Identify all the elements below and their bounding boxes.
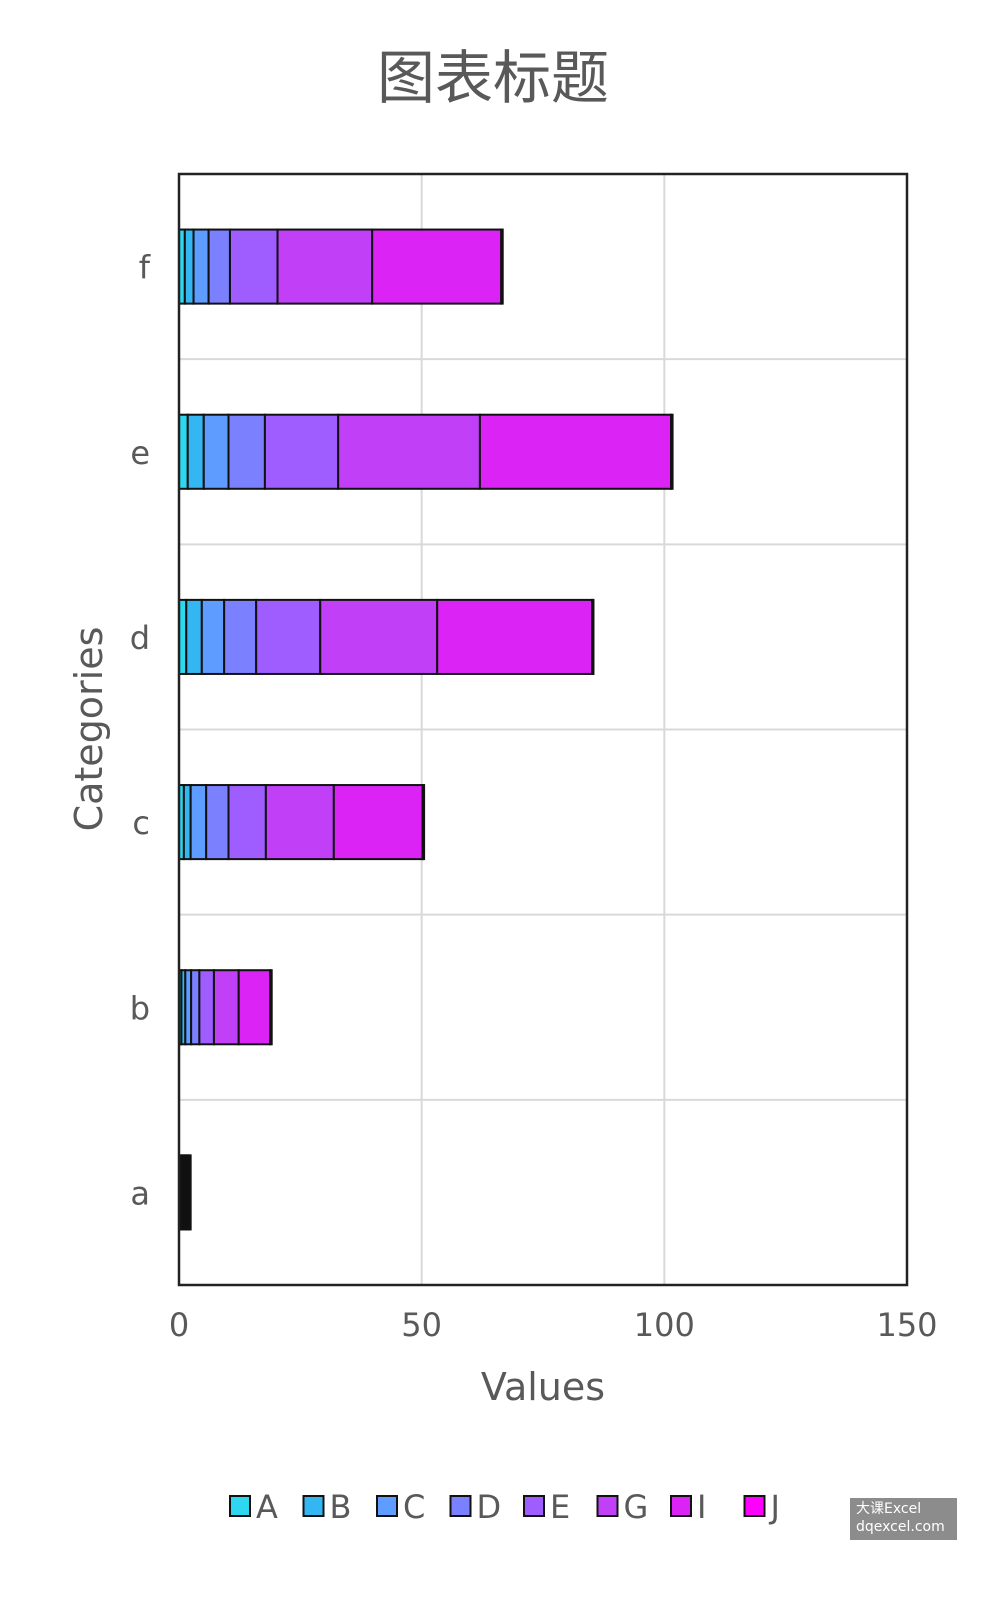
bar-b-D <box>190 969 201 1046</box>
bar-e-G <box>337 413 481 490</box>
bar-a-J <box>188 1154 192 1231</box>
legend-label-G: G <box>624 1488 649 1526</box>
bar-f-J <box>500 228 504 305</box>
bar-d-D <box>223 598 258 675</box>
bar-e-A <box>178 413 189 490</box>
bar-c-C <box>189 784 208 861</box>
y-tick-labels: a b c d e f <box>130 249 151 1213</box>
x-axis-label: Values <box>481 1365 605 1409</box>
bar-e-C <box>202 413 230 490</box>
y-tick-label: b <box>130 989 150 1027</box>
legend-label-D: D <box>477 1488 502 1526</box>
legend-swatch-C <box>376 1495 398 1517</box>
legend-label-E: E <box>550 1488 570 1526</box>
bar-e-I <box>478 413 673 490</box>
legend-label-C: C <box>403 1488 425 1526</box>
bar-f-E <box>228 228 279 305</box>
bar-d-C <box>200 598 226 675</box>
bar-c-J <box>421 784 426 861</box>
bar-b-J <box>269 969 273 1046</box>
bar-d-I <box>436 598 594 675</box>
legend-swatch-G <box>596 1495 619 1517</box>
bar-c-G <box>264 784 335 861</box>
bar-e-B <box>186 413 205 490</box>
bar-f-G <box>276 228 374 305</box>
legend-label-I: I <box>697 1488 706 1526</box>
bar-c-I <box>332 784 424 861</box>
bar-e-D <box>227 413 266 490</box>
x-tick-label: 150 <box>876 1306 937 1344</box>
legend-swatch-D <box>449 1495 472 1517</box>
bar-d-G <box>319 598 439 675</box>
chart-title: 图表标题 <box>377 44 609 112</box>
bar-b-G <box>212 969 240 1046</box>
watermark-line1: 大课Excel <box>856 1501 922 1517</box>
x-tick-labels: 0 50 100 150 <box>169 1306 938 1344</box>
legend-swatch-E <box>523 1495 545 1517</box>
bar-e-E <box>263 413 340 490</box>
y-tick-label: c <box>132 804 150 842</box>
bar-f-I <box>371 228 503 305</box>
legend-label-J: J <box>769 1488 780 1526</box>
bar-f-C <box>192 228 210 305</box>
bar-c-E <box>227 784 267 861</box>
bars <box>178 228 674 1231</box>
legend-swatch-I <box>670 1495 692 1517</box>
bar-b-E <box>198 969 215 1046</box>
legend-swatch-B <box>302 1495 325 1517</box>
bar-d-J <box>591 598 595 675</box>
y-tick-label: d <box>130 619 150 657</box>
bar-c-B <box>182 784 192 861</box>
watermark-line2: dqexcel.com <box>856 1519 945 1535</box>
bar-d-E <box>255 598 322 675</box>
x-tick-label: 100 <box>634 1306 695 1344</box>
gridlines <box>178 174 908 1285</box>
y-axis-label: Categories <box>67 627 111 832</box>
plot-area-border <box>177 172 909 1287</box>
bar-f-D <box>207 228 231 305</box>
legend-swatch-A <box>229 1495 251 1517</box>
legend-label-A: A <box>256 1488 278 1526</box>
y-tick-label: a <box>130 1174 150 1212</box>
legend-label-B: B <box>330 1488 352 1526</box>
watermark: 大课Excel dqexcel.com <box>850 1498 957 1540</box>
x-tick-label: 0 <box>169 1306 189 1344</box>
bar-f-B <box>183 228 195 305</box>
legend-swatch-J <box>743 1495 766 1517</box>
y-tick-label: e <box>130 434 150 472</box>
x-tick-label: 50 <box>401 1306 442 1344</box>
bar-b-I <box>237 969 272 1046</box>
y-tick-label: f <box>139 249 151 287</box>
bar-d-B <box>185 598 203 675</box>
bar-e-J <box>670 413 674 490</box>
bar-c-D <box>205 784 230 861</box>
